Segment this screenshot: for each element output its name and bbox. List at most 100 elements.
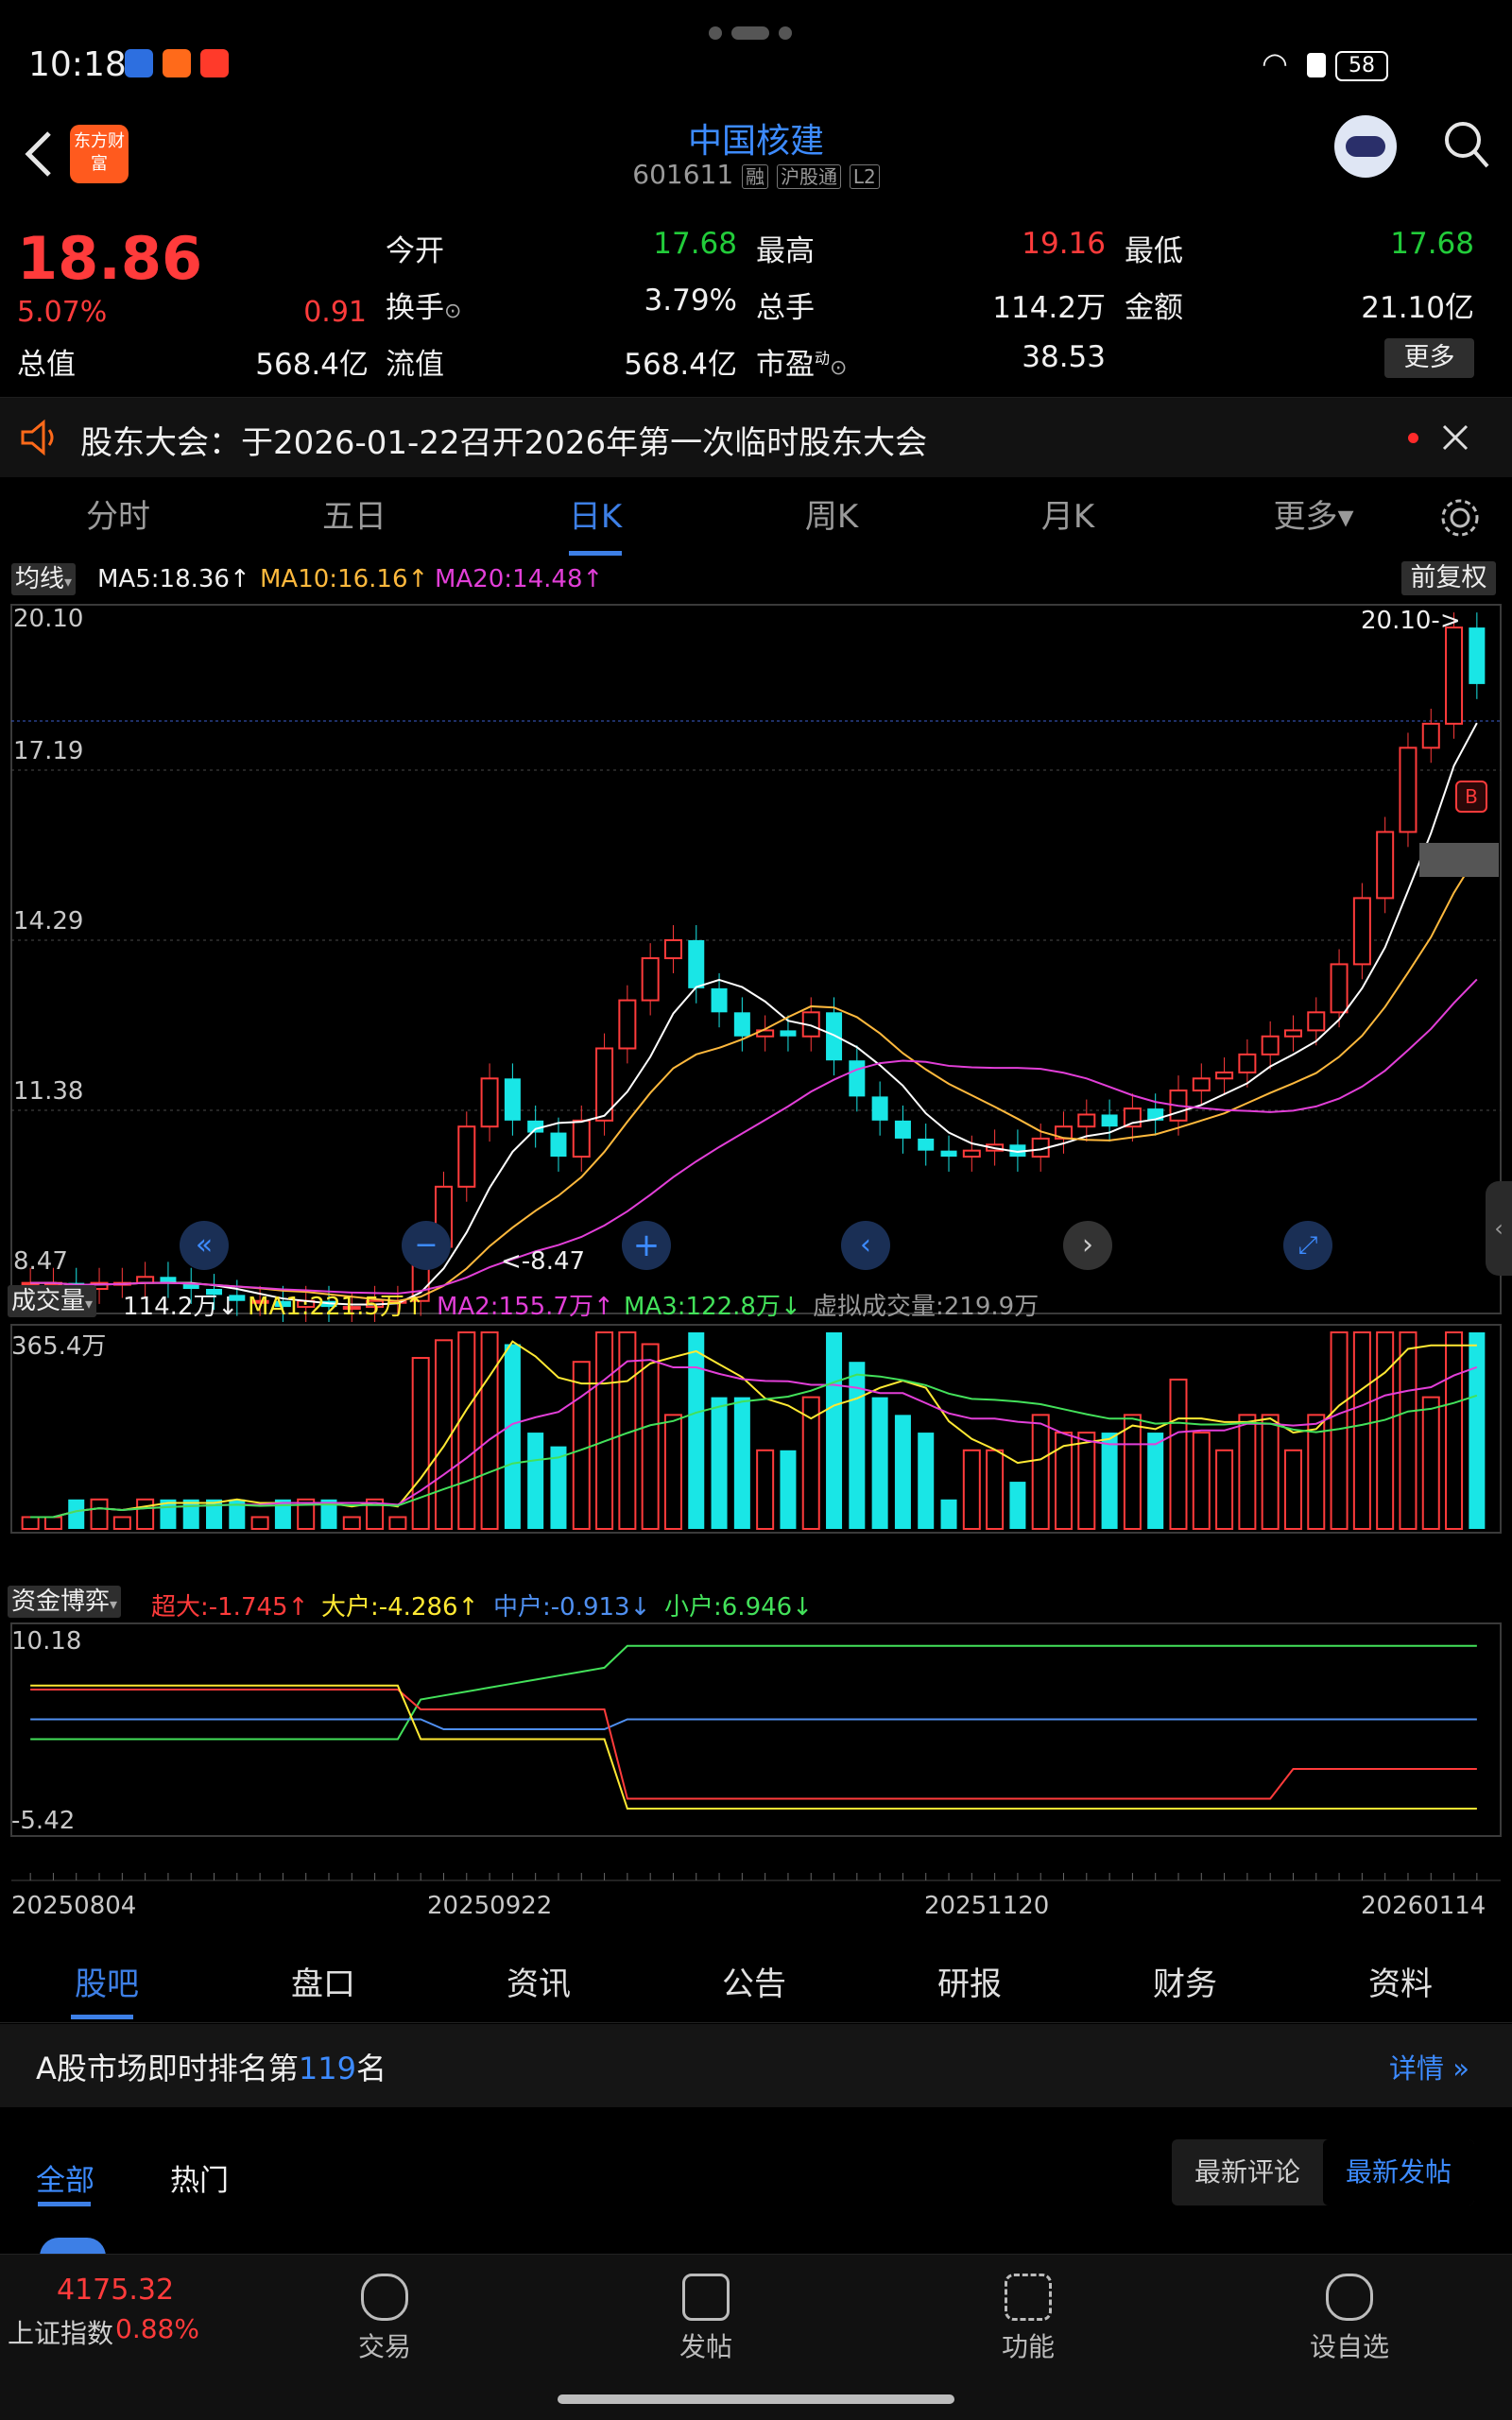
side-panel-handle[interactable]: ‹	[1486, 1181, 1512, 1276]
volume-bar	[756, 1449, 775, 1530]
tab-forum[interactable]: 股吧	[75, 1965, 139, 2003]
buy-signal-marker[interactable]: B	[1455, 781, 1487, 813]
total-cap-value: 568.4亿	[255, 348, 369, 382]
back-arrow-icon[interactable]	[21, 128, 59, 180]
prev-icon[interactable]: ‹	[841, 1221, 890, 1270]
adjust-mode-button[interactable]: 前复权	[1401, 561, 1496, 595]
index-name[interactable]: 上证指数	[8, 2318, 114, 2349]
nav-trade[interactable]: 交易	[318, 2274, 451, 2364]
volume-bar	[504, 1344, 521, 1529]
volume-bar	[595, 1331, 614, 1530]
candle	[1192, 1077, 1211, 1092]
sort-latest-comment[interactable]: 最新评论	[1194, 2156, 1300, 2188]
window-handle[interactable]	[709, 26, 803, 40]
tab-market-depth[interactable]: 盘口	[291, 1965, 355, 2003]
candle	[1238, 1053, 1257, 1073]
more-button[interactable]: 更多	[1384, 338, 1474, 378]
nav-watchlist[interactable]: 设自选	[1283, 2274, 1416, 2364]
info-icon[interactable]: ⊙	[830, 356, 848, 380]
candle	[940, 1150, 957, 1158]
app-notification-icon	[125, 49, 153, 77]
volume-indicator-button[interactable]: 成交量▾	[8, 1285, 97, 1317]
search-icon[interactable]	[1442, 117, 1491, 172]
app-logo[interactable]: 东方财富	[70, 125, 129, 183]
tab-more[interactable]: 更多▾	[1273, 498, 1354, 536]
volume-bar	[826, 1332, 843, 1529]
tab-financials[interactable]: 财务	[1153, 1965, 1217, 2003]
pe-label[interactable]: 市盈动⊙	[756, 348, 848, 382]
info-icon[interactable]: ⊙	[444, 300, 462, 323]
fund-indicator-button[interactable]: 资金博弈▾	[8, 1586, 122, 1618]
turnover-label[interactable]: 换手⊙	[386, 291, 462, 325]
filter-all[interactable]: 全部	[36, 2164, 94, 2198]
fund-small: 小户:6.946↓	[664, 1593, 813, 1622]
header: 东方财富 中国核建 601611 融 沪股通 L2	[0, 104, 1512, 213]
volume-bar	[1192, 1432, 1211, 1531]
candle	[826, 1012, 843, 1061]
zoom-in-icon[interactable]: +	[622, 1221, 671, 1270]
candle	[457, 1125, 476, 1188]
virtual-volume: 虚拟成交量:219.9万	[813, 1293, 1040, 1321]
volume-bar	[711, 1397, 728, 1529]
tab-research[interactable]: 研报	[937, 1965, 1002, 2003]
volume-bar	[1352, 1331, 1371, 1530]
volume-bar	[733, 1397, 750, 1529]
active-filter-indicator	[38, 2202, 91, 2206]
notice-banner[interactable]: 股东大会：于2026-01-22召开2026年第一次临时股东大会	[0, 397, 1512, 479]
filter-hot[interactable]: 热门	[170, 2164, 229, 2198]
post-filter-bar: 全部 热门 最新评论 最新发帖	[0, 2126, 1512, 2257]
volume-bar	[1421, 1396, 1440, 1531]
active-tab-indicator	[569, 551, 622, 556]
tag-margin: 融	[742, 164, 769, 189]
nav-functions[interactable]: 功能	[962, 2274, 1094, 2364]
fullscreen-icon[interactable]: ⤢	[1283, 1221, 1332, 1270]
tab-profile[interactable]: 资料	[1368, 1965, 1433, 2003]
ma20-line	[30, 978, 1478, 1295]
volume-bar	[411, 1357, 430, 1530]
nav-post[interactable]: 发帖	[640, 2274, 772, 2364]
robot-assistant-icon[interactable]	[1334, 115, 1397, 178]
index-value[interactable]: 4175.32	[57, 2274, 175, 2307]
candle	[342, 1306, 361, 1311]
next-icon[interactable]: ›	[1063, 1221, 1112, 1270]
kline-chart-area[interactable]: 均线▾ MA5:18.36↑ MA10:16.16↑ MA20:14.48↑ 前…	[0, 558, 1512, 1947]
candle	[480, 1077, 499, 1128]
tab-daily-k[interactable]: 日K	[568, 498, 623, 536]
sort-toggle: 最新评论 最新发帖	[1172, 2139, 1474, 2205]
volume-bar	[962, 1449, 981, 1530]
index-percent[interactable]: 0.88%	[115, 2313, 199, 2344]
volume-bar	[480, 1331, 499, 1530]
fund-mid: 中户:-0.913↓	[493, 1593, 651, 1622]
ma-indicator-button[interactable]: 均线▾	[11, 563, 77, 595]
candle	[250, 1299, 269, 1304]
close-icon[interactable]	[1440, 422, 1470, 453]
tab-monthly-k[interactable]: 月K	[1040, 498, 1095, 536]
candle	[733, 1012, 750, 1037]
volume-bar	[388, 1516, 407, 1531]
tab-news[interactable]: 资讯	[507, 1965, 571, 2003]
app-notification-icon	[163, 49, 191, 77]
detail-link[interactable]: 详情 »	[1389, 2052, 1469, 2085]
amount-label: 金额	[1125, 291, 1183, 325]
candle	[550, 1132, 567, 1158]
tab-weekly-k[interactable]: 周K	[804, 498, 859, 536]
candles-group	[21, 612, 1486, 1322]
tab-intraday[interactable]: 分时	[86, 498, 150, 536]
tab-announcements[interactable]: 公告	[722, 1965, 786, 2003]
sort-latest-post[interactable]: 最新发帖	[1323, 2139, 1474, 2205]
home-indicator[interactable]	[558, 2394, 954, 2404]
rewind-icon[interactable]: «	[180, 1221, 229, 1270]
volume-ma3: MA3:122.8万↓	[624, 1293, 801, 1321]
ma-lines-group	[30, 722, 1478, 1306]
tab-five-day[interactable]: 五日	[322, 498, 387, 536]
settings-gear-icon[interactable]	[1438, 496, 1482, 540]
candle	[618, 999, 637, 1050]
zoom-out-icon[interactable]: −	[402, 1221, 451, 1270]
rank-bar[interactable]: A股市场即时排名第119名 详情 »	[0, 2024, 1512, 2107]
ma5-line	[30, 722, 1478, 1306]
volume-bar	[1101, 1433, 1118, 1529]
double-chevron-icon: »	[1444, 2052, 1469, 2085]
volume-bar	[342, 1516, 361, 1531]
volume-ma1-line	[30, 1340, 1477, 1519]
avatar[interactable]	[40, 2238, 106, 2257]
